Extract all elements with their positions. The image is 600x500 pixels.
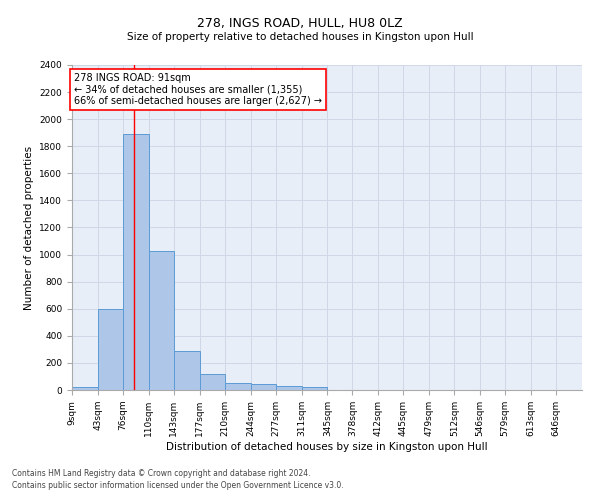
Bar [275, 386, 302, 390]
Bar [98, 308, 123, 390]
Bar [225, 383, 251, 390]
Bar [251, 384, 275, 390]
Text: Size of property relative to detached houses in Kingston upon Hull: Size of property relative to detached ho… [127, 32, 473, 42]
Bar [200, 374, 225, 390]
Text: Contains HM Land Registry data © Crown copyright and database right 2024.: Contains HM Land Registry data © Crown c… [12, 468, 311, 477]
Text: 278, INGS ROAD, HULL, HU8 0LZ: 278, INGS ROAD, HULL, HU8 0LZ [197, 18, 403, 30]
Bar [123, 134, 149, 390]
Y-axis label: Number of detached properties: Number of detached properties [24, 146, 34, 310]
Bar [174, 350, 200, 390]
Text: Contains public sector information licensed under the Open Government Licence v3: Contains public sector information licen… [12, 481, 344, 490]
X-axis label: Distribution of detached houses by size in Kingston upon Hull: Distribution of detached houses by size … [166, 442, 488, 452]
Bar [72, 388, 98, 390]
Bar [149, 250, 174, 390]
Bar [302, 388, 328, 390]
Text: 278 INGS ROAD: 91sqm
← 34% of detached houses are smaller (1,355)
66% of semi-de: 278 INGS ROAD: 91sqm ← 34% of detached h… [74, 73, 322, 106]
